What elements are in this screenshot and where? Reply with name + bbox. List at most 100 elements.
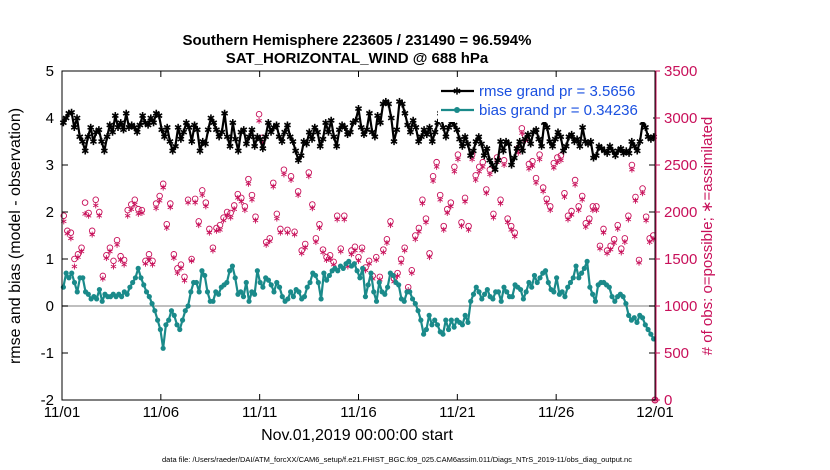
- rmse-point: [505, 140, 513, 148]
- obs-assimilated-point: [178, 265, 184, 272]
- footer-data-file: data file: /Users/raeder/DAI/ATM_forcXX/…: [162, 455, 632, 464]
- legend-rmse-label: rmse grand pr = 3.5656: [479, 83, 635, 100]
- bias-point: [573, 263, 579, 269]
- y-right-tick-label: 3500: [664, 63, 697, 80]
- bias-point: [312, 272, 319, 279]
- bias-point: [127, 284, 133, 290]
- x-tick-label: 12/01: [636, 404, 674, 421]
- obs-assimilated-point: [213, 227, 220, 234]
- obs-assimilated-point: [458, 223, 465, 230]
- rmse-point: [150, 119, 158, 127]
- y-right-tick-label: 3000: [664, 110, 697, 127]
- obs-assimilated-point: [174, 270, 181, 277]
- rmse-point: [303, 140, 311, 148]
- obs-assimilated-point: [558, 157, 564, 164]
- bias-point: [362, 294, 369, 300]
- bias-point: [324, 277, 330, 283]
- bias-point: [451, 324, 457, 330]
- rmse-point: [371, 133, 379, 141]
- y-tick-label: 5: [46, 63, 54, 80]
- bias-point: [481, 291, 488, 297]
- bias-point: [238, 289, 244, 295]
- bias-point: [304, 284, 310, 290]
- obs-assimilated-point: [625, 216, 632, 223]
- obs-assimilated-point: [291, 231, 298, 238]
- rmse-point: [160, 133, 168, 141]
- obs-assimilated-point: [352, 247, 358, 254]
- obs-assimilated-point: [572, 181, 578, 188]
- bias-point: [196, 289, 202, 295]
- rmse-point: [218, 128, 226, 136]
- obs-assimilated-point: [437, 196, 443, 203]
- obs-assimilated-point: [266, 238, 273, 245]
- bias-point: [415, 308, 421, 314]
- obs-assimilated-point: [78, 248, 85, 255]
- obs-assimilated-point: [547, 207, 554, 214]
- bias-point: [210, 298, 216, 304]
- obs-assimilated-point: [96, 212, 103, 219]
- bias-point: [182, 308, 188, 314]
- obs-assimilated-point: [131, 201, 138, 208]
- bias-point: [315, 279, 321, 286]
- rmse-point: [242, 140, 250, 148]
- rmse-point: [483, 144, 491, 153]
- obs-assimilated-point: [139, 209, 145, 216]
- bias-point: [124, 291, 130, 297]
- rmse-point: [316, 142, 324, 150]
- bias-point: [462, 312, 468, 318]
- obs-assimilated-point: [504, 219, 511, 226]
- bias-point: [418, 317, 424, 323]
- bias-point: [179, 317, 186, 323]
- rmse-point: [527, 140, 535, 148]
- obs-assimilated-point: [355, 257, 362, 264]
- bias-point: [268, 282, 274, 288]
- rmse-point: [352, 116, 360, 124]
- rmse-point: [398, 100, 406, 108]
- obs-assimilated-point: [234, 194, 241, 201]
- rmse-point: [163, 123, 171, 131]
- bias-point: [340, 265, 346, 271]
- obs-assimilated-point: [100, 275, 106, 282]
- obs-assimilated-point: [643, 217, 649, 224]
- rmse-point: [636, 137, 644, 146]
- obs-assimilated-point: [313, 239, 319, 246]
- bias-point: [409, 296, 416, 302]
- bias-point: [80, 275, 86, 281]
- bias-point: [520, 296, 526, 302]
- obs-assimilated-point: [565, 216, 571, 223]
- bias-point: [318, 296, 324, 302]
- y-tick-label: 1: [46, 251, 54, 268]
- bias-point: [335, 268, 341, 274]
- obs-assimilated-point: [401, 247, 408, 254]
- obs-assimilated-point: [185, 199, 191, 206]
- obs-assimilated-point: [202, 203, 209, 210]
- rmse-point: [494, 156, 502, 164]
- obs-assimilated-point: [621, 239, 628, 246]
- obs-assimilated-point: [220, 217, 227, 224]
- bias-point: [401, 298, 407, 304]
- bias-point: [634, 319, 640, 326]
- bias-point: [265, 277, 272, 283]
- bias-point: [246, 298, 252, 304]
- obs-assimilated-point: [440, 226, 447, 233]
- rmse-point: [404, 121, 412, 129]
- obs-assimilated-point: [632, 197, 639, 204]
- bias-point: [373, 298, 380, 304]
- bias-point: [143, 289, 150, 295]
- bias-point: [171, 312, 177, 318]
- bias-point: [365, 282, 371, 288]
- bias-point: [459, 322, 466, 328]
- bias-point: [257, 279, 263, 286]
- obs-assimilated-point: [412, 236, 419, 243]
- y-right-tick-label: 500: [664, 345, 689, 362]
- rmse-point: [308, 135, 316, 143]
- legend-rmse-marker: [453, 87, 461, 95]
- obs-assimilated-point: [408, 270, 415, 277]
- rmse-point: [81, 147, 89, 155]
- bias-point: [99, 298, 105, 304]
- bias-point: [639, 315, 646, 321]
- obs-assimilated-point: [274, 215, 280, 222]
- obs-assimilated-point: [270, 183, 277, 190]
- bias-point: [609, 294, 615, 300]
